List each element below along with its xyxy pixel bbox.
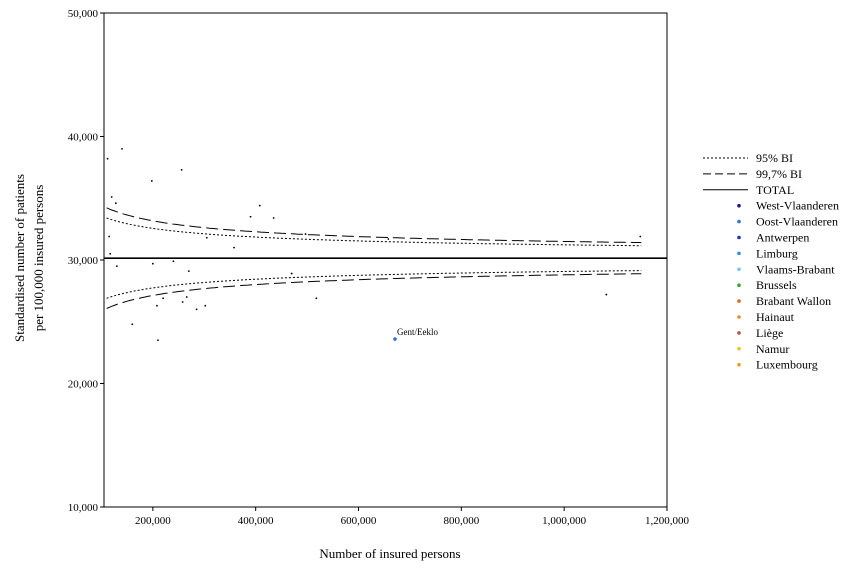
- data-point: [181, 301, 184, 303]
- x-tick-label: 800,000: [443, 515, 479, 527]
- legend-marker: [737, 219, 741, 224]
- legend-entry-label: Brussels: [756, 278, 797, 292]
- data-point: [110, 196, 113, 198]
- y-tick-label: 40,000: [68, 132, 99, 144]
- legend-marker: [737, 251, 741, 256]
- data-point: [304, 233, 307, 235]
- x-tick-label: 1,200,000: [645, 515, 690, 527]
- x-tick-label: 200,000: [135, 515, 171, 527]
- legend-entry-label: Luxembourg: [756, 358, 818, 372]
- data-point: [204, 304, 207, 307]
- data-point: [114, 202, 117, 205]
- plot-lines: [104, 207, 667, 309]
- y-axis-title-line-2: per 100,000 insured persons: [31, 185, 46, 332]
- data-point: [290, 272, 293, 275]
- y-axis-title-line-1: Standardised number of patients: [12, 174, 27, 342]
- legend-marker: [737, 283, 741, 288]
- data-point: [157, 339, 159, 342]
- legend-marker: [737, 362, 741, 367]
- data-point: [205, 236, 208, 239]
- limit-line-lower-1: [106, 270, 642, 299]
- data-point: [131, 323, 134, 326]
- y-tick-label: 30,000: [68, 255, 99, 267]
- data-point: [115, 265, 118, 268]
- x-axis-title: Number of insured persons: [319, 546, 460, 561]
- plot-points: Gent/Eeklo: [106, 147, 642, 342]
- data-point: [106, 157, 109, 160]
- legend-marker: [737, 331, 741, 335]
- legend: 95% BI 99,7% BI TOTAL West-Vlaanderen Oost-V…: [703, 151, 839, 372]
- legend-entry-label: 95% BI: [756, 151, 793, 165]
- legend-entry-label: Antwerpen: [756, 231, 809, 245]
- data-point: [249, 215, 252, 218]
- legend-entry-label: 99,7% BI: [756, 167, 802, 181]
- data-point: [187, 270, 190, 273]
- data-point: [180, 168, 183, 171]
- data-point: [172, 260, 175, 263]
- data-point: [156, 304, 158, 307]
- legend-marker: [737, 203, 741, 208]
- legend-entry-label: Oost-Vlaanderen: [756, 215, 838, 229]
- data-point: [108, 235, 111, 238]
- data-point: [605, 293, 608, 296]
- y-tick-label: 20,000: [68, 379, 99, 391]
- x-tick-label: 1,000,000: [542, 515, 587, 527]
- data-point: [195, 308, 198, 311]
- legend-marker: [737, 235, 741, 240]
- data-point: [387, 238, 390, 240]
- legend-marker: [737, 299, 741, 303]
- legend-entry-label: Limburg: [756, 246, 798, 260]
- data-point: [258, 204, 261, 207]
- legend-entry-label: TOTAL: [756, 183, 794, 197]
- x-tick-label: 600,000: [341, 515, 377, 527]
- limit-line-upper-2: [106, 207, 642, 244]
- y-tick-label: 50,000: [68, 8, 99, 20]
- data-point: [162, 297, 165, 300]
- data-point: [185, 296, 188, 298]
- legend-entry-label: Namur: [756, 342, 789, 356]
- legend-marker: [737, 347, 741, 351]
- point-label: Gent/Eeklo: [397, 327, 438, 337]
- legend-entry-label: West-Vlaanderen: [756, 199, 839, 213]
- data-point: [315, 297, 318, 300]
- legend-entry-label: Vlaams-Brabant: [756, 262, 835, 276]
- data-point: [233, 246, 235, 249]
- data-point: [121, 147, 123, 150]
- x-axis: 200,000 400,000 600,000 800,000 1,000,000 1,2…: [135, 507, 690, 527]
- legend-marker: [737, 315, 741, 319]
- x-tick-label: 400,000: [238, 515, 274, 527]
- data-point: [639, 235, 642, 238]
- data-point: [393, 337, 397, 341]
- legend-entry-label: Liège: [756, 326, 783, 340]
- data-point: [150, 180, 153, 182]
- y-axis: 10,000 20,000 30,000 40,000 50,000: [68, 8, 104, 514]
- legend-entry-label: Hainaut: [756, 310, 795, 324]
- data-point: [109, 252, 112, 255]
- data-point: [151, 262, 154, 265]
- legend-entry-label: Brabant Wallon: [756, 294, 831, 308]
- legend-marker: [737, 267, 741, 272]
- limit-line-lower-2: [106, 273, 642, 309]
- limit-line-upper-1: [106, 217, 642, 247]
- data-point: [272, 217, 275, 219]
- y-tick-label: 10,000: [68, 502, 99, 514]
